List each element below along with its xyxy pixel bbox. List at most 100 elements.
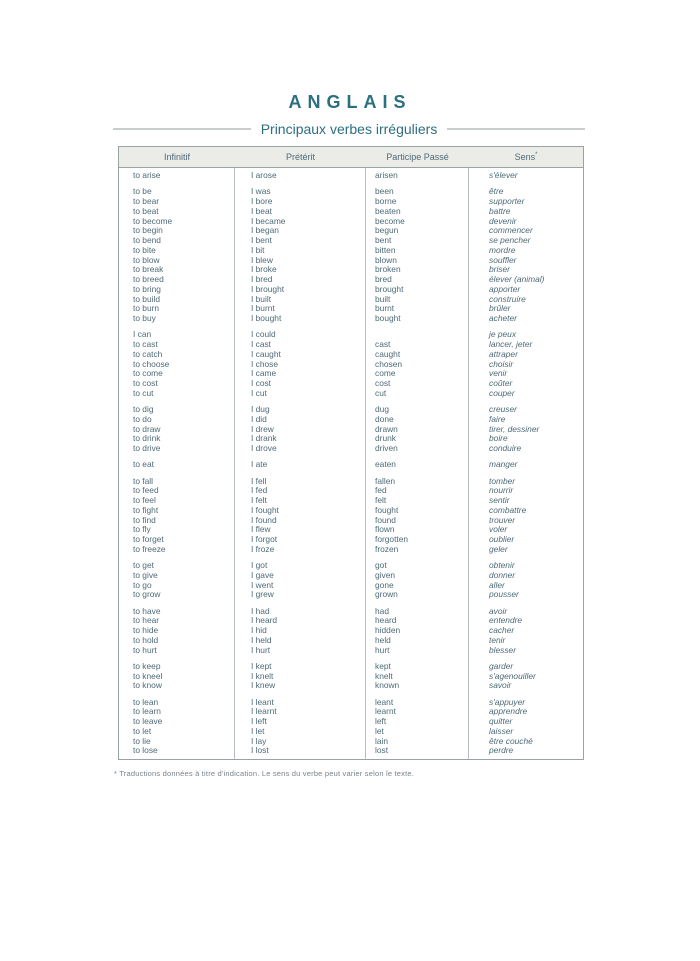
meaning-cell: devenir (489, 216, 517, 226)
meaning-cell: s'agenouiller (489, 671, 536, 681)
verb-row: to hold I held held tenir (119, 636, 583, 646)
past-participle-cell: given (375, 570, 396, 580)
preterite-cell: I fed (251, 486, 268, 496)
preterite-cell: I bred (251, 275, 273, 284)
preterite-cell: I dug (251, 405, 270, 414)
meaning-cell: voler (489, 525, 508, 535)
past-participle-cell: hurt (375, 645, 390, 655)
past-participle-cell: felt (375, 496, 387, 505)
preterite-cell: I cut (251, 388, 267, 398)
page-title: ANGLAIS (288, 92, 412, 112)
infinitive-cell: to beat (133, 206, 159, 216)
meaning-cell: aller (489, 580, 505, 590)
verb-group: to eat I ate eaten manger (119, 460, 583, 470)
past-participle-cell: flown (375, 525, 395, 535)
past-participle-cell: heard (375, 616, 397, 626)
past-participle-cell: got (375, 561, 387, 570)
meaning-cell: choisir (489, 359, 514, 369)
preterite-cell: I flew (251, 525, 271, 535)
infinitive-cell: to draw (133, 424, 161, 434)
meaning-cell: s'appuyer (489, 697, 526, 707)
preterite-cell: I bent (251, 236, 272, 245)
meaning-cell: s'élever (489, 171, 518, 180)
column-header-preterit: Prétérit (285, 152, 315, 162)
preterite-cell: I broke (251, 265, 277, 275)
infinitive-cell: to go (133, 580, 152, 590)
infinitive-cell: to know (133, 681, 162, 691)
verb-row: to breed I bred bred élever (animal) (119, 275, 583, 285)
preterite-cell: I hurt (251, 645, 271, 655)
preterite-cell: I forgot (251, 535, 278, 544)
infinitive-cell: to burn (133, 304, 160, 314)
past-participle-cell: eaten (375, 460, 396, 470)
preterite-cell: I bore (251, 197, 273, 206)
infinitive-cell: to hold (133, 635, 159, 645)
verb-row: to give I gave given donner (119, 571, 583, 581)
verb-row: to drive I drove driven conduire (119, 444, 583, 454)
meaning-cell: trouver (489, 515, 516, 525)
verb-row: to blow I blew blown souffler (119, 256, 583, 266)
infinitive-cell: to learn (133, 707, 161, 717)
past-participle-cell: known (375, 681, 400, 691)
infinitive-cell: to fight (133, 505, 159, 515)
verb-row: to learn I learnt learnt apprendre (119, 707, 583, 717)
infinitive-cell: to drive (133, 444, 161, 453)
verb-row: I can I could je peux (119, 330, 583, 340)
meaning-cell: obtenir (489, 561, 515, 570)
verb-row: to arise I arose arisen s'élever (119, 171, 583, 181)
verb-row: to bite I bit bitten mordre (119, 246, 583, 256)
infinitive-cell: to do (133, 414, 152, 424)
preterite-cell: I drove (251, 444, 277, 453)
meaning-cell: entendre (489, 616, 523, 626)
verb-row: to hear I heard heard entendre (119, 616, 583, 626)
verb-row: to find I found found trouver (119, 516, 583, 526)
meaning-cell: savoir (489, 681, 512, 691)
preterite-cell: I did (251, 414, 267, 424)
verb-row: to begin I began begun commencer (119, 226, 583, 236)
infinitive-cell: to cost (133, 379, 158, 388)
column-header-participe-passe: Participe Passé (386, 152, 449, 162)
past-participle-cell: left (375, 717, 387, 726)
past-participle-cell: grown (375, 590, 398, 600)
meaning-cell: battre (489, 206, 511, 216)
infinitive-cell: to bite (133, 245, 156, 255)
preterite-cell: I arose (251, 171, 277, 180)
preterite-cell: I lost (251, 746, 269, 756)
verb-row: to fight I fought fought combattre (119, 506, 583, 516)
infinitive-cell: to dig (133, 405, 154, 414)
meaning-cell: brûler (489, 304, 511, 314)
past-participle-cell: bent (375, 236, 392, 245)
meaning-cell: creuser (489, 405, 517, 414)
past-participle-cell: hidden (375, 626, 401, 635)
meaning-cell: se pencher (489, 236, 531, 245)
infinitive-cell: to cast (133, 340, 158, 349)
infinitive-cell: to bear (133, 197, 160, 206)
meaning-cell: pousser (489, 590, 519, 600)
verb-row: to be I was been être (119, 187, 583, 197)
meaning-cell: tirer, dessiner (489, 424, 540, 434)
past-participle-cell: fed (375, 486, 387, 496)
page-subtitle: Principaux verbes irréguliers (260, 121, 438, 137)
infinitive-cell: to bend (133, 236, 161, 245)
infinitive-cell: to freeze (133, 544, 166, 554)
meaning-cell: venir (489, 369, 508, 379)
past-participle-cell: leant (375, 697, 394, 707)
column-divider-1 (234, 147, 235, 759)
meaning-cell: apprendre (489, 707, 528, 717)
past-participle-cell: drawn (375, 424, 398, 434)
infinitive-cell: to blow (133, 255, 160, 265)
verb-row: to leave I left left quitter (119, 717, 583, 727)
past-participle-cell: lost (375, 746, 389, 756)
preterite-cell: I froze (251, 544, 275, 554)
preterite-cell: I was (251, 187, 271, 197)
meaning-cell: commencer (489, 226, 533, 236)
meaning-cell: être (489, 187, 504, 197)
past-participle-cell: begun (375, 226, 399, 236)
meaning-cell: conduire (489, 444, 522, 453)
past-participle-cell: come (375, 369, 396, 379)
past-participle-cell: become (375, 216, 405, 226)
verb-group: to have I had had avoir to hear I heard heard e… (119, 607, 583, 656)
subtitle-rule-left (113, 128, 251, 130)
preterite-cell: I knew (251, 681, 276, 691)
document-page: ANGLAIS Principaux verbes irréguliers In… (0, 92, 700, 961)
